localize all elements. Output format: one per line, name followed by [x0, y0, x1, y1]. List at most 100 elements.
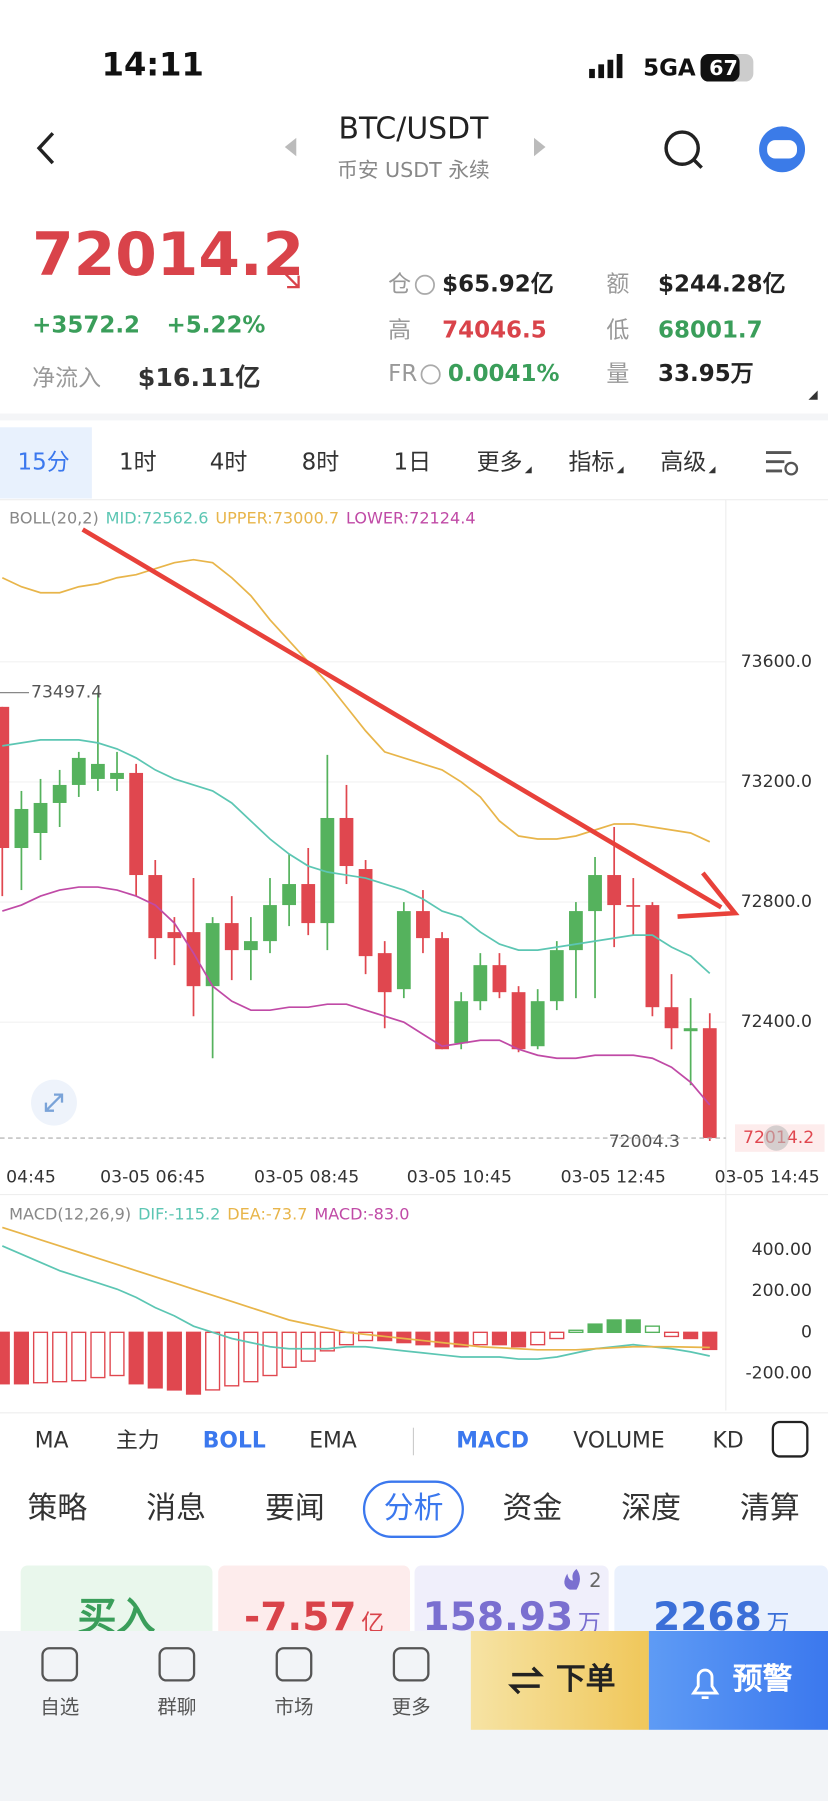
x-tick-label: 03-05 10:45 — [407, 1167, 512, 1187]
tab[interactable]: 消息 — [146, 1491, 206, 1526]
nav-icon — [158, 1647, 196, 1682]
macd-bar — [224, 1331, 240, 1387]
candle-body — [454, 1001, 469, 1044]
status-bar: 14:11 5GA 67 — [102, 46, 754, 84]
candle-body — [607, 875, 622, 906]
search[interactable] — [664, 130, 700, 166]
x-tick-label: 03-05 12:45 — [561, 1167, 666, 1187]
x-tick-label: 03-05 14:45 — [715, 1167, 820, 1187]
indicator-tab[interactable]: MA — [35, 1428, 69, 1453]
prev-pair[interactable] — [284, 137, 297, 157]
candle-body — [492, 965, 507, 993]
dropdown — [616, 466, 624, 474]
candle-body — [14, 808, 29, 849]
candle-body — [320, 817, 335, 924]
timeframe[interactable]: 更多 — [477, 449, 523, 475]
price-dot — [763, 1125, 789, 1151]
macd-bar — [683, 1331, 699, 1340]
timeframe[interactable]: 指标 — [568, 449, 614, 475]
indicator-tab[interactable]: KD — [713, 1428, 744, 1453]
candle-body — [396, 911, 411, 990]
tab[interactable]: 要闻 — [265, 1491, 325, 1526]
legend-item: MACD(12,26,9) — [9, 1205, 131, 1224]
indicator-tab[interactable]: BOLL — [203, 1428, 266, 1453]
nav-label[interactable]: 市场 — [274, 1695, 313, 1718]
macd-bar — [319, 1331, 335, 1352]
macd-bar — [71, 1331, 87, 1382]
macd-bar — [185, 1331, 202, 1395]
timeframe[interactable]: 1日 — [393, 449, 431, 475]
nav-icon — [392, 1647, 430, 1682]
candle-body — [186, 932, 201, 987]
indicator-tab[interactable]: 主力 — [116, 1428, 160, 1453]
tab[interactable]: 深度 — [621, 1491, 681, 1526]
y-tick-label: 400.00 — [752, 1240, 812, 1260]
candle-body — [0, 706, 10, 849]
y-tick-label: -200.00 — [745, 1363, 811, 1383]
chart-settings[interactable] — [765, 451, 799, 476]
timeframe[interactable]: 4时 — [210, 449, 248, 475]
timeframe[interactable]: 8时 — [302, 449, 340, 475]
tabs: 策略 消息 要闻 分析 资金 深度 清算 — [28, 1491, 800, 1526]
candle-body — [530, 1001, 545, 1047]
stat-value: 33.95万 — [658, 361, 754, 387]
macd-bar — [32, 1331, 49, 1384]
nav-label[interactable]: 群聊 — [157, 1695, 196, 1718]
candle-body — [224, 923, 239, 951]
nav-label[interactable]: 自选 — [40, 1695, 79, 1718]
x-tick-label: 04:45 — [6, 1167, 56, 1187]
legend-item: DIF:-115.2 — [138, 1205, 220, 1224]
order-label[interactable]: 下单 — [556, 1662, 616, 1697]
order-button[interactable] — [470, 1631, 649, 1730]
timeframe[interactable]: 高级 — [660, 449, 706, 475]
draw-tool[interactable] — [771, 1420, 809, 1458]
bell-icon — [690, 1668, 720, 1700]
macd-bar — [128, 1331, 144, 1385]
macd-bar — [702, 1331, 718, 1351]
macd-bar — [415, 1331, 431, 1346]
tab[interactable]: 策略 — [28, 1491, 88, 1526]
stat-value: $244.28亿 — [658, 271, 786, 297]
plot — [0, 558, 717, 1142]
macd-bar — [338, 1331, 355, 1346]
down-arrow — [281, 270, 300, 289]
y-tick-label: 72800.0 — [741, 892, 812, 912]
macd-line — [2, 1226, 710, 1351]
macd-bar — [281, 1331, 297, 1368]
active-tab-bg — [0, 427, 92, 499]
candle-body — [702, 1028, 717, 1139]
stat-label: 量 — [606, 361, 629, 387]
stat-value: $65.92亿 — [442, 271, 554, 297]
macd-bar — [109, 1331, 125, 1377]
indicator-tab[interactable]: VOLUME — [573, 1428, 664, 1453]
timeframe[interactable]: 1时 — [119, 449, 157, 475]
signal-bar — [607, 59, 614, 79]
legend-item: MACD:-83.0 — [314, 1205, 409, 1224]
macd-bar — [52, 1331, 68, 1383]
macd-bar — [0, 1331, 10, 1385]
candle-body — [588, 875, 602, 912]
stat-value: 68001.7 — [658, 317, 763, 343]
next-pair[interactable] — [534, 137, 546, 157]
assistant-face — [767, 140, 797, 159]
tab[interactable]: 资金 — [503, 1491, 563, 1526]
alert-button[interactable] — [648, 1631, 828, 1730]
timeframe[interactable]: 15分 — [18, 449, 70, 475]
y-tick-label: 72400.0 — [741, 1012, 812, 1032]
back-button[interactable] — [36, 132, 55, 165]
candle-body — [52, 784, 67, 803]
stat-value: 74046.5 — [442, 317, 547, 343]
x-tick-label: 03-05 08:45 — [254, 1167, 359, 1187]
candle-body — [511, 992, 526, 1050]
divider — [0, 413, 828, 421]
indicator-tab[interactable]: MACD — [456, 1428, 529, 1453]
nav-label[interactable]: 更多 — [392, 1695, 431, 1718]
macd-bar — [549, 1331, 565, 1340]
tab[interactable]: 清算 — [740, 1491, 800, 1526]
alert-label[interactable]: 预警 — [733, 1662, 793, 1697]
macd-bar — [13, 1331, 29, 1385]
tab[interactable]: 分析 — [384, 1491, 444, 1526]
stat-label: 高 — [388, 317, 411, 343]
indicator-tab[interactable]: EMA — [309, 1428, 357, 1453]
